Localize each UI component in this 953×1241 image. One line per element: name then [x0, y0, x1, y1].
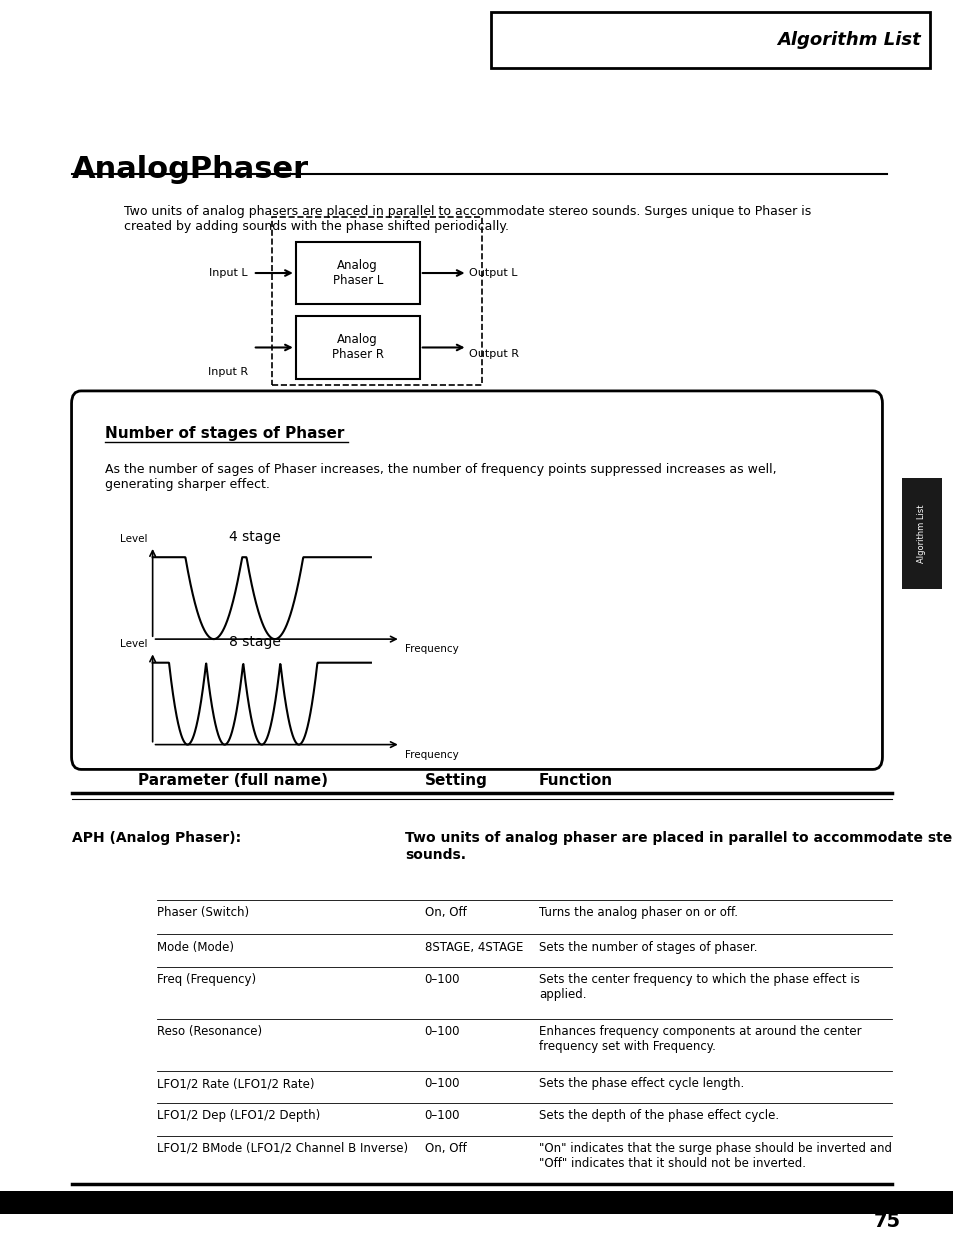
Text: Frequency: Frequency: [405, 644, 458, 654]
Text: Enhances frequency components at around the center
frequency set with Frequency.: Enhances frequency components at around …: [538, 1025, 861, 1054]
Text: Level: Level: [120, 639, 148, 649]
Text: LFO1/2 Rate (LFO1/2 Rate): LFO1/2 Rate (LFO1/2 Rate): [157, 1077, 314, 1090]
FancyBboxPatch shape: [295, 242, 419, 304]
Text: Analog
Phaser L: Analog Phaser L: [333, 259, 382, 287]
Text: On, Off: On, Off: [424, 1142, 466, 1154]
Text: On, Off: On, Off: [424, 906, 466, 918]
Text: Turns the analog phaser on or off.: Turns the analog phaser on or off.: [538, 906, 738, 918]
Text: Sets the number of stages of phaser.: Sets the number of stages of phaser.: [538, 941, 757, 953]
Text: APH (Analog Phaser):: APH (Analog Phaser):: [71, 831, 240, 845]
Text: AnalogPhaser: AnalogPhaser: [71, 155, 309, 184]
Text: 4 stage: 4 stage: [229, 530, 280, 544]
Text: "On" indicates that the surge phase should be inverted and
"Off" indicates that : "On" indicates that the surge phase shou…: [538, 1142, 891, 1170]
Text: Input L: Input L: [210, 268, 248, 278]
Text: Function: Function: [538, 773, 613, 788]
Bar: [901, 478, 941, 589]
Text: Analog
Phaser R: Analog Phaser R: [332, 334, 383, 361]
Text: 0–100: 0–100: [424, 1077, 459, 1090]
Text: Setting: Setting: [424, 773, 487, 788]
Text: Two units of analog phaser are placed in parallel to accommodate stereo
sounds.: Two units of analog phaser are placed in…: [405, 831, 953, 861]
Text: 8 stage: 8 stage: [229, 635, 280, 649]
Text: Sets the depth of the phase effect cycle.: Sets the depth of the phase effect cycle…: [538, 1109, 779, 1122]
Text: 75: 75: [873, 1211, 900, 1231]
Text: 0–100: 0–100: [424, 973, 459, 985]
Text: Frequency: Frequency: [405, 750, 458, 759]
Text: Reso (Resonance): Reso (Resonance): [157, 1025, 262, 1037]
Text: LFO1/2 BMode (LFO1/2 Channel B Inverse): LFO1/2 BMode (LFO1/2 Channel B Inverse): [157, 1142, 408, 1154]
Text: Phaser (Switch): Phaser (Switch): [157, 906, 250, 918]
Text: Algorithm List: Algorithm List: [776, 31, 920, 50]
Text: Level: Level: [120, 534, 148, 544]
Text: 8STAGE, 4STAGE: 8STAGE, 4STAGE: [424, 941, 522, 953]
Text: As the number of sages of Phaser increases, the number of frequency points suppr: As the number of sages of Phaser increas…: [105, 463, 776, 491]
Text: Mode (Mode): Mode (Mode): [157, 941, 234, 953]
Text: Number of stages of Phaser: Number of stages of Phaser: [105, 426, 344, 441]
FancyBboxPatch shape: [491, 12, 929, 68]
FancyBboxPatch shape: [71, 391, 882, 769]
Text: Algorithm List: Algorithm List: [916, 504, 925, 563]
Text: Output R: Output R: [469, 349, 518, 359]
Text: LFO1/2 Dep (LFO1/2 Depth): LFO1/2 Dep (LFO1/2 Depth): [157, 1109, 320, 1122]
Text: Parameter (full name): Parameter (full name): [138, 773, 328, 788]
Text: Input R: Input R: [208, 367, 248, 377]
Text: Output L: Output L: [469, 268, 517, 278]
Text: Sets the center frequency to which the phase effect is
applied.: Sets the center frequency to which the p…: [538, 973, 859, 1001]
Text: 0–100: 0–100: [424, 1109, 459, 1122]
Bar: [0, 1191, 953, 1214]
Text: Freq (Frequency): Freq (Frequency): [157, 973, 256, 985]
FancyBboxPatch shape: [295, 316, 419, 379]
Text: Sets the phase effect cycle length.: Sets the phase effect cycle length.: [538, 1077, 743, 1090]
Text: 0–100: 0–100: [424, 1025, 459, 1037]
Text: Two units of analog phasers are placed in parallel to accommodate stereo sounds.: Two units of analog phasers are placed i…: [124, 205, 810, 233]
